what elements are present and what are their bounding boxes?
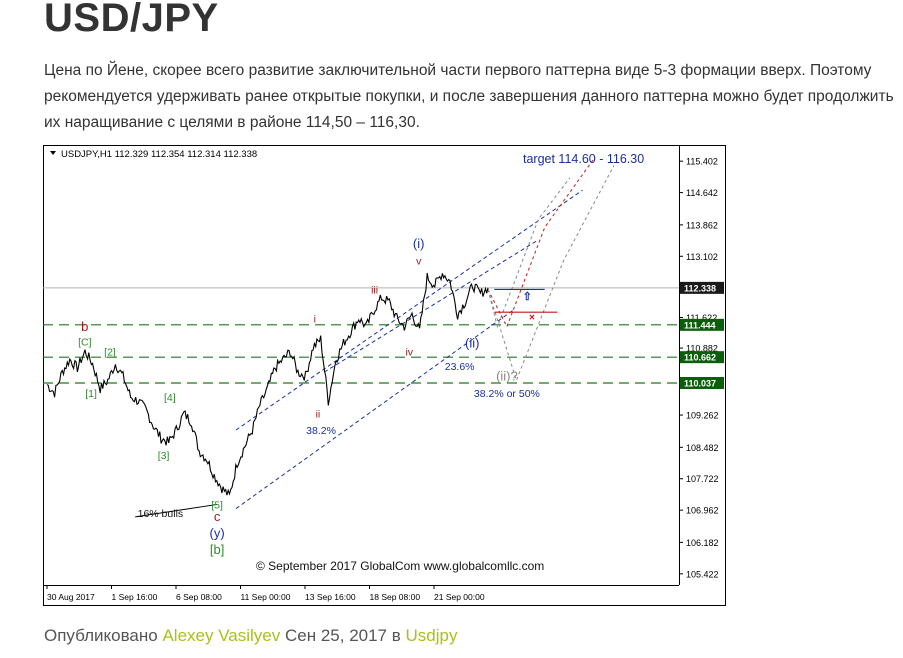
price-tag bbox=[680, 351, 724, 364]
wave-label: [1] bbox=[85, 388, 97, 400]
trend-channel-line bbox=[235, 309, 514, 509]
wave-label: ii bbox=[316, 409, 321, 421]
projection-gray-path bbox=[487, 165, 615, 382]
wave-label: [b] bbox=[210, 542, 224, 557]
y-tick-label: 109.262 bbox=[686, 411, 719, 421]
symbol-header: USDJPY,H1 112.329 112.354 112.314 112.33… bbox=[61, 149, 257, 160]
wave-label: iii bbox=[371, 285, 378, 297]
copyright-text: © September 2017 GlobalCom www.globalcom… bbox=[256, 559, 544, 573]
y-tick-label: 113.862 bbox=[686, 220, 718, 230]
y-tick-label: 106.962 bbox=[686, 506, 719, 516]
price-tag-label: 110.662 bbox=[684, 353, 716, 363]
projection-red-path bbox=[487, 156, 596, 328]
wave-label: [3] bbox=[158, 450, 170, 462]
wave-label: 23.6% bbox=[445, 361, 475, 373]
wave-label: (i) bbox=[413, 236, 425, 251]
y-tick-label: 106.182 bbox=[686, 538, 719, 548]
price-tag-label: 110.037 bbox=[684, 379, 716, 389]
category-link[interactable]: Usdjpy bbox=[405, 626, 458, 645]
price-tag bbox=[680, 377, 724, 390]
wave-label: b bbox=[81, 319, 88, 334]
y-tick-label: 113.102 bbox=[686, 252, 718, 262]
price-tag bbox=[680, 281, 724, 294]
wave-label: c bbox=[214, 509, 221, 524]
y-tick-label: 107.722 bbox=[686, 474, 719, 484]
wave-label: 16% bulls bbox=[138, 508, 184, 520]
x-tick-label: 13 Sep 16:00 bbox=[305, 592, 356, 602]
y-tick-label: 105.422 bbox=[686, 569, 719, 579]
price-tag-label: 111.444 bbox=[684, 320, 716, 330]
wave-label: v bbox=[416, 256, 422, 268]
price-series-line bbox=[46, 272, 489, 496]
price-tag-label: 112.338 bbox=[684, 283, 716, 293]
published-label: Опубликовано bbox=[44, 626, 158, 645]
y-tick-label: 108.482 bbox=[686, 443, 719, 453]
y-tick-label: 114.642 bbox=[686, 188, 718, 198]
post-date: Сен 25, 2017 bbox=[285, 626, 388, 645]
author-link[interactable]: Alexey Vasilyev bbox=[162, 626, 281, 645]
wave-label: iv bbox=[405, 347, 413, 359]
x-tick-label: 6 Sep 08:00 bbox=[176, 592, 222, 602]
cross-icon: × bbox=[529, 312, 535, 323]
wave-label: i bbox=[314, 314, 316, 326]
price-chart: ⇧ × 115.402 114.642 113.862 113.102 111.622 11… bbox=[43, 145, 726, 606]
wave-label: [C] bbox=[78, 336, 92, 348]
wave-label: [4] bbox=[164, 392, 176, 404]
chart-svg: ⇧× 115.402114.642113.862113.102111.62211… bbox=[43, 145, 726, 606]
page-title: USD/JPY bbox=[44, 0, 219, 40]
wave-label: (ii)? bbox=[496, 368, 518, 383]
wave-label: [5] bbox=[211, 500, 223, 512]
wave-label: (ii) bbox=[465, 335, 479, 350]
wave-label: 38.2% bbox=[306, 425, 336, 437]
projection-gray-path bbox=[487, 177, 571, 329]
price-tag bbox=[680, 318, 724, 331]
in-word: в bbox=[391, 626, 401, 645]
x-tick-label: 1 Sep 16:00 bbox=[112, 592, 158, 602]
x-tick-label: 18 Sep 08:00 bbox=[370, 592, 421, 602]
x-tick-label: 11 Sep 00:00 bbox=[241, 592, 291, 602]
wave-label: 38.2% or 50% bbox=[474, 388, 540, 400]
y-tick-label: 110.882 bbox=[686, 344, 718, 354]
up-arrow-icon: ⇧ bbox=[523, 291, 532, 303]
x-tick-label: 21 Sep 00:00 bbox=[434, 592, 485, 602]
y-tick-label: 111.622 bbox=[686, 313, 717, 323]
y-tick-label: 115.402 bbox=[686, 157, 718, 167]
bulls-pointer-line bbox=[135, 503, 218, 518]
trend-channel-line bbox=[235, 189, 583, 431]
post-footer: Опубликовано Alexey Vasilyev Сен 25, 201… bbox=[44, 626, 458, 646]
chart-frame bbox=[43, 145, 726, 606]
x-tick-label: 30 Aug 2017 bbox=[47, 592, 95, 602]
wave-label: [2] bbox=[104, 347, 116, 359]
chart-dropdown-icon[interactable] bbox=[50, 151, 56, 155]
article-description: Цена по Йене, скорее всего развитие закл… bbox=[44, 62, 894, 131]
target-annotation: target 114.60 - 116.30 bbox=[523, 152, 644, 166]
wave-label: (y) bbox=[210, 526, 225, 541]
